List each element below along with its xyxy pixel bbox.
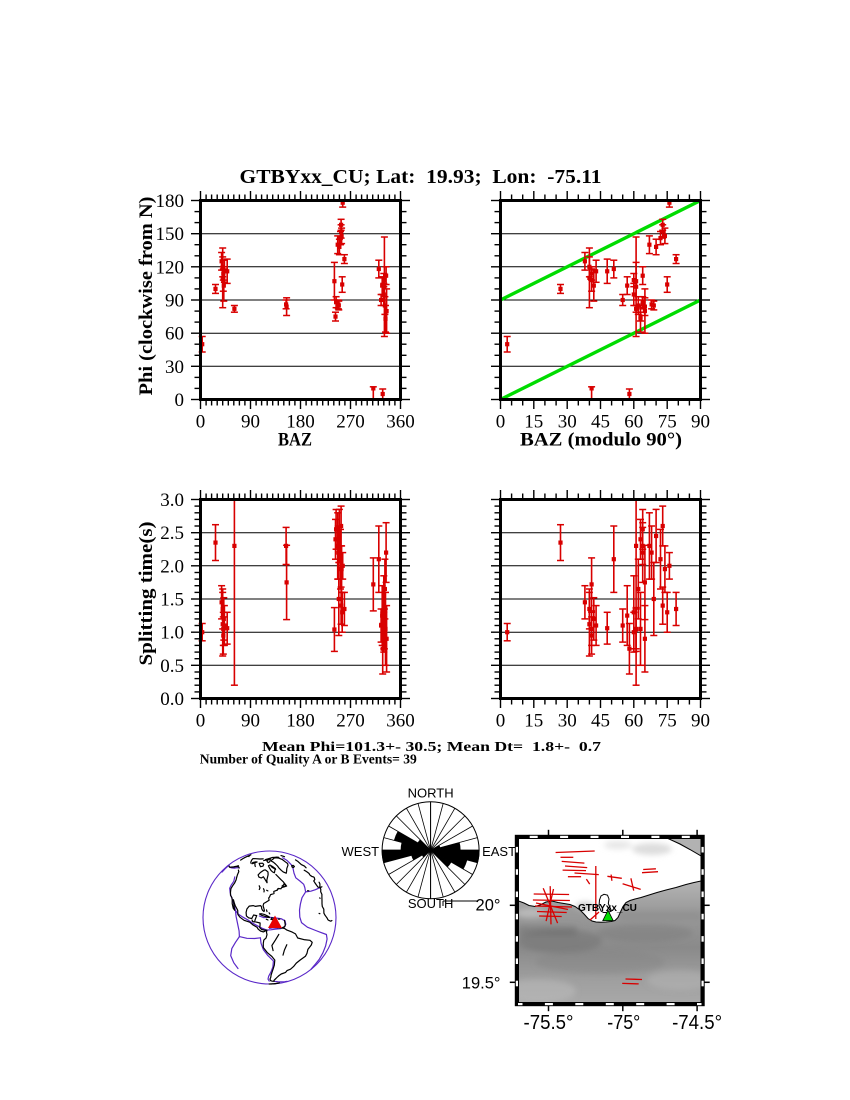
- svg-text:60: 60: [165, 324, 184, 345]
- svg-text:360: 360: [386, 412, 415, 433]
- svg-text:360: 360: [386, 711, 415, 732]
- svg-text:75: 75: [658, 412, 677, 433]
- svg-text:180: 180: [156, 191, 185, 212]
- svg-text:90: 90: [241, 711, 260, 732]
- svg-text:0.5: 0.5: [160, 656, 184, 677]
- svg-text:0: 0: [496, 412, 506, 433]
- svg-text:15: 15: [524, 711, 543, 732]
- svg-text:270: 270: [336, 711, 365, 732]
- svg-text:75: 75: [658, 711, 677, 732]
- svg-text:Number of Quality A or B Event: Number of Quality A or B Events= 39: [200, 753, 417, 768]
- svg-text:Phi (clockwise from N): Phi (clockwise from N): [136, 196, 157, 395]
- svg-text:120: 120: [156, 257, 185, 278]
- svg-text:EAST: EAST: [482, 844, 516, 859]
- svg-text:30: 30: [558, 412, 577, 433]
- svg-text:-75.5°: -75.5°: [524, 1012, 574, 1034]
- svg-text:Splitting time(s): Splitting time(s): [136, 522, 157, 666]
- svg-text:-75°: -75°: [607, 1012, 640, 1034]
- svg-text:90: 90: [691, 711, 710, 732]
- svg-text:0: 0: [496, 711, 506, 732]
- svg-text:GTBYxx_CU; Lat: 19.93; Lon:: GTBYxx_CU; Lat: 19.93; Lon: -75.11: [240, 166, 602, 188]
- svg-text:20°: 20°: [476, 897, 501, 915]
- svg-text:60: 60: [624, 711, 643, 732]
- svg-text:270: 270: [336, 412, 365, 433]
- svg-text:60: 60: [624, 412, 643, 433]
- svg-text:BAZ (modulo 90°): BAZ (modulo 90°): [520, 430, 682, 451]
- svg-text:0: 0: [175, 390, 185, 411]
- svg-text:30: 30: [558, 711, 577, 732]
- svg-text:1.5: 1.5: [160, 590, 184, 611]
- svg-text:180: 180: [286, 412, 315, 433]
- svg-text:19.5°: 19.5°: [462, 975, 501, 993]
- svg-text:150: 150: [156, 224, 185, 245]
- svg-text:45: 45: [591, 711, 610, 732]
- svg-text:30: 30: [165, 357, 184, 378]
- svg-text:0: 0: [196, 711, 206, 732]
- svg-text:90: 90: [165, 291, 184, 312]
- svg-text:2.0: 2.0: [160, 556, 184, 577]
- svg-text:15: 15: [524, 412, 543, 433]
- svg-text:BAZ: BAZ: [278, 430, 312, 451]
- svg-text:0.0: 0.0: [160, 689, 184, 710]
- svg-text:1.0: 1.0: [160, 623, 184, 644]
- svg-text:3.0: 3.0: [160, 490, 184, 511]
- svg-text:NORTH: NORTH: [408, 786, 454, 801]
- svg-text:SOUTH: SOUTH: [408, 896, 454, 911]
- svg-text:90: 90: [241, 412, 260, 433]
- svg-text:0: 0: [196, 412, 206, 433]
- svg-text:GTBYxx_CU: GTBYxx_CU: [578, 903, 637, 914]
- svg-text:180: 180: [286, 711, 315, 732]
- svg-text:Mean Phi=101.3+- 30.5; Mean Dt: Mean Phi=101.3+- 30.5; Mean Dt= 1.8+- 0.…: [262, 740, 601, 755]
- svg-text:90: 90: [691, 412, 710, 433]
- svg-text:45: 45: [591, 412, 610, 433]
- svg-text:-74.5°: -74.5°: [672, 1012, 722, 1034]
- svg-text:WEST: WEST: [342, 844, 380, 859]
- svg-text:2.5: 2.5: [160, 523, 184, 544]
